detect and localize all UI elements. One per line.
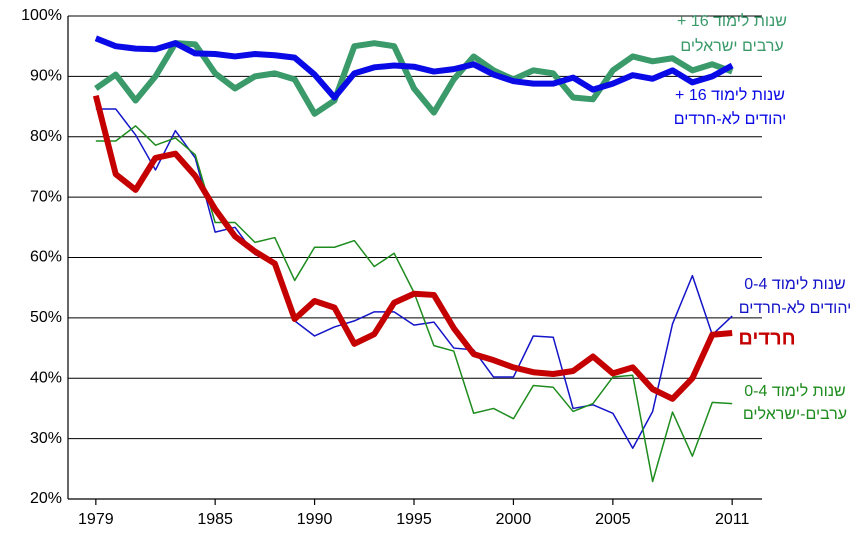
y-tick-label: 70%: [30, 188, 62, 205]
legend-label: יהודים לא-חרדים: [739, 299, 852, 317]
legend-label: ערבים-ישראלים: [743, 405, 847, 423]
y-tick-label: 100%: [21, 7, 62, 24]
x-tick-label: 1985: [197, 511, 233, 528]
legend-label: + 16 שנות לימוד: [677, 12, 787, 30]
y-tick-label: 40%: [30, 369, 62, 386]
y-tick-label: 50%: [30, 309, 62, 326]
y-tick-label: 80%: [30, 128, 62, 145]
x-tick-label: 2005: [595, 511, 631, 528]
y-tick-label: 90%: [30, 68, 62, 85]
series-line: [92, 94, 733, 402]
y-tick-label: 20%: [30, 490, 62, 507]
legend-label: 0-4 שנות לימוד: [744, 382, 845, 400]
x-tick-label: 1979: [78, 511, 114, 528]
legend-label: 0-4 שנות לימוד: [744, 275, 845, 293]
legend-label: + 16 שנות לימוד: [675, 86, 785, 104]
legend-label: ערבים ישראלים: [680, 37, 783, 55]
x-tick-label: 1990: [297, 511, 333, 528]
x-tick-label: 1995: [396, 511, 432, 528]
series-line: [94, 35, 734, 101]
y-tick-label: 30%: [30, 430, 62, 447]
series-line: [95, 125, 733, 483]
legend-label: חרדים: [738, 327, 795, 349]
x-tick-label: 2011: [715, 511, 750, 528]
x-tick-label: 2000: [496, 511, 532, 528]
y-tick-label: 60%: [30, 249, 62, 266]
legend-label: יהודים לא-חרדים: [674, 110, 787, 128]
